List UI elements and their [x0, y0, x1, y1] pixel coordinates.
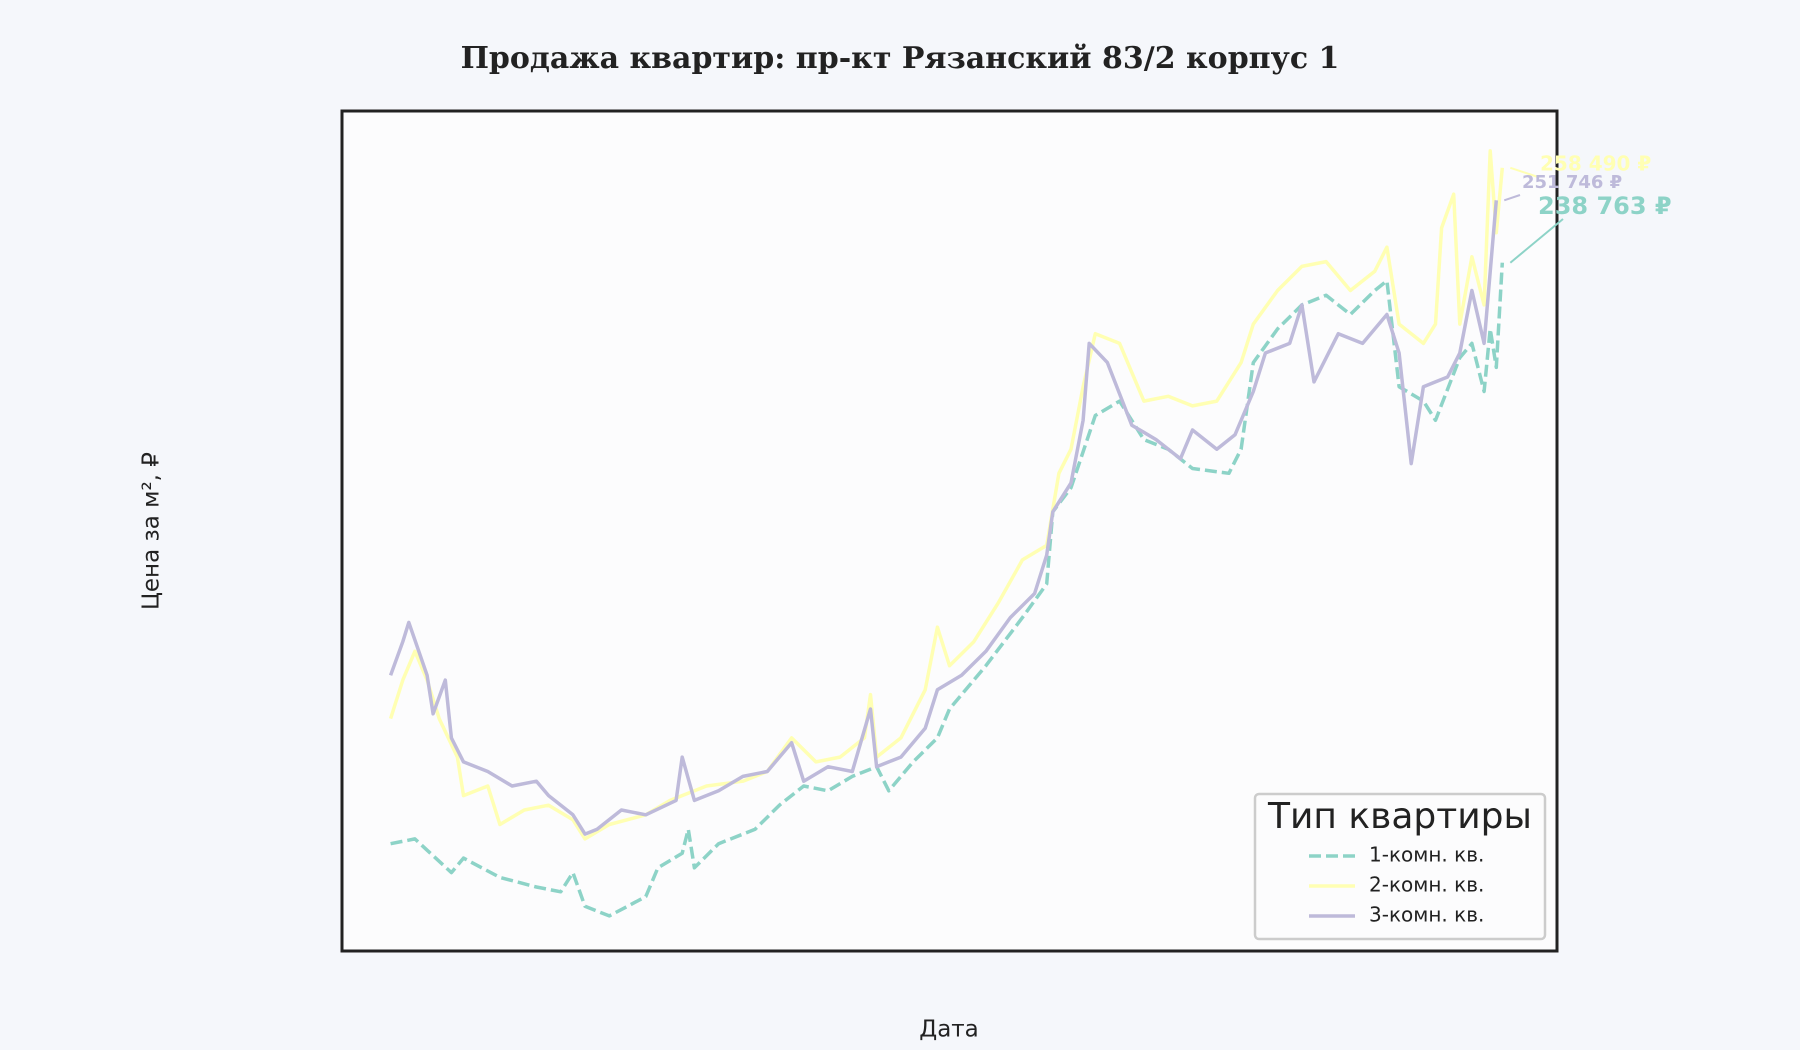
- series-line: [390, 262, 1505, 918]
- series-line: [388, 200, 1499, 836]
- chart-title: Продажа квартир: пр-кт Рязанский 83/2 ко…: [461, 41, 1340, 76]
- y-axis-label: Цена за м², ₽: [139, 452, 165, 610]
- series-line: [388, 149, 1505, 841]
- plot-frame: [340, 109, 1559, 953]
- legend-box: [1253, 792, 1547, 941]
- annotation-arrow: [1509, 218, 1564, 264]
- annotation-label: 258 490 ₽: [1540, 152, 1651, 176]
- annotation-label: 251 746 ₽: [1522, 172, 1622, 193]
- annotation-arrow: [1503, 194, 1521, 202]
- annotation-arrow: [1510, 166, 1539, 178]
- legend-label: 1-комн. кв.: [1369, 843, 1484, 867]
- legend-label: 2-комн. кв.: [1369, 873, 1484, 897]
- annotation-label: 238 763 ₽: [1538, 192, 1672, 220]
- lines: [388, 149, 1505, 918]
- x-axis-label: Дата: [919, 1017, 979, 1043]
- legend-title: Тип квартиры: [1267, 796, 1532, 837]
- legend-label: 3-комн. кв.: [1369, 903, 1484, 927]
- annotations: 258 490 ₽251 746 ₽238 763 ₽: [1503, 152, 1672, 264]
- legend: Тип квартиры 1-комн. кв. 2-комн. кв. 3-комн…: [1253, 792, 1547, 941]
